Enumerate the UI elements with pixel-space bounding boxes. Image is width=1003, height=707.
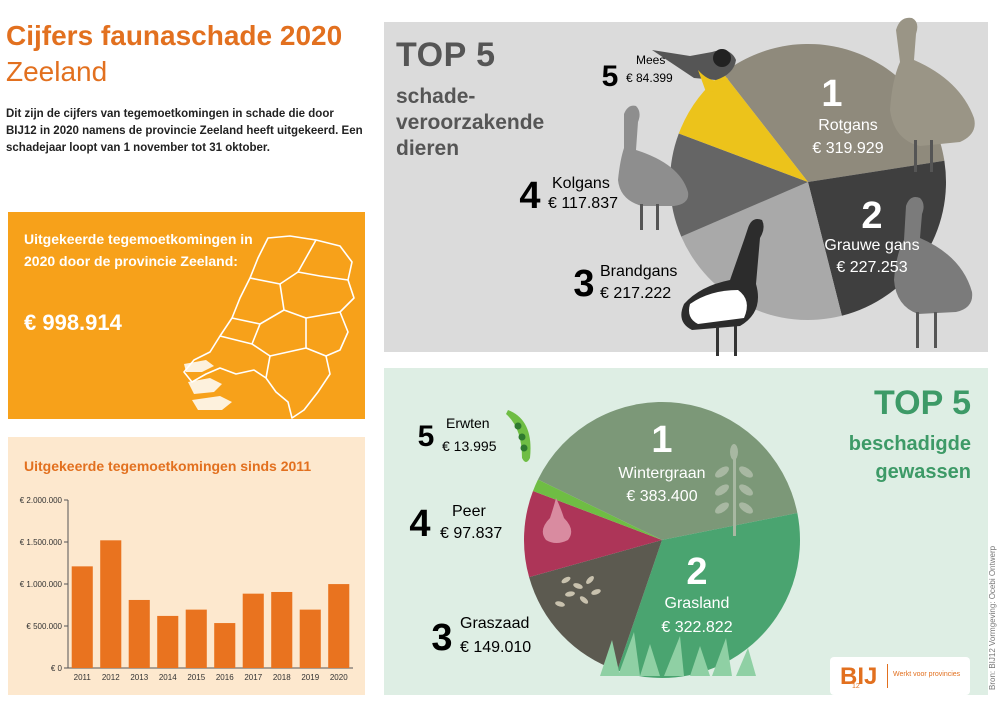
grasland-rank: 2 [686, 551, 707, 593]
brandgans-value: € 217.222 [600, 285, 671, 302]
x-tick-label: 2019 [301, 673, 319, 682]
graszaad-value: € 149.010 [460, 639, 531, 656]
erwten-rank: 5 [418, 420, 435, 453]
bar-2013 [128, 599, 150, 668]
bar-2011 [71, 566, 93, 668]
x-tick-label: 2020 [330, 673, 348, 682]
peer-rank: 4 [409, 503, 430, 545]
region-title: Zeeland [6, 56, 108, 87]
bar-2018 [271, 591, 293, 668]
goose-whitefronted-icon [618, 105, 689, 230]
total-amount-panel [8, 212, 365, 419]
history-bar-chart: € 0 € 500.000 € 1.000.000 € 1.500.000 € 2.00… [20, 496, 353, 682]
pie-slice-kolgans [669, 133, 808, 237]
bar-2014 [157, 615, 179, 668]
wintergraan-rank: 1 [651, 419, 672, 461]
wintergraan-value: € 383.400 [626, 488, 697, 505]
logo-sub: 12 [852, 683, 860, 690]
pie-slice-wintergraan [537, 402, 798, 540]
crops-top-heading: TOP 5 [873, 384, 971, 422]
kolgans-value: € 117.837 [548, 195, 618, 212]
kolgans-rank: 4 [519, 175, 540, 217]
x-tick-label: 2013 [130, 673, 148, 682]
total-amount-label: Uitgekeerde tegemoetkomingen in 2020 doo… [24, 231, 253, 269]
rotgans-rank: 1 [821, 73, 842, 115]
mees-value: € 84.399 [626, 71, 673, 85]
page-title: Cijfers faunaschade 2020 [6, 20, 343, 51]
crops-subtitle: beschadigde gewassen [848, 433, 971, 483]
bar-2019 [299, 609, 321, 668]
y-tick-label: € 1.500.000 [20, 538, 63, 547]
pea-pod-icon [506, 410, 531, 462]
brandgans-rank: 3 [573, 263, 594, 305]
pie-slice-erwten [532, 479, 662, 540]
grauwe-gans-value: € 227.253 [836, 259, 907, 276]
erwten-name: Erwten [446, 415, 490, 431]
x-tick-label: 2012 [102, 673, 120, 682]
grasland-value: € 322.822 [661, 619, 732, 636]
goose-barnacle-icon [681, 219, 764, 356]
animals-pie-chart [669, 43, 947, 320]
source-credit: Bron: BIJ12 Vormgeving: Ocebi Ontwerp [988, 545, 997, 690]
graszaad-rank: 3 [431, 617, 452, 659]
pie-slice-rotgans [723, 43, 945, 182]
wheat-icon [715, 444, 753, 536]
mees-rank: 5 [602, 60, 619, 93]
goose-greylag-icon [894, 197, 973, 348]
tit-bird-icon [652, 49, 736, 92]
grasland-name: Grasland [665, 595, 730, 612]
x-tick-label: 2015 [187, 673, 205, 682]
pie-slice-graszaad [529, 540, 662, 671]
x-tick-label: 2016 [216, 673, 234, 682]
crops-pie-chart [524, 402, 800, 678]
logo-tagline: Werkt voor provincies [893, 671, 961, 678]
total-amount-value: € 998.914 [24, 310, 122, 335]
intro-text: Dit zijn de cijfers van tegemoetkomingen… [6, 108, 363, 154]
rotgans-name: Rotgans [818, 117, 878, 134]
x-tick-label: 2017 [244, 673, 262, 682]
y-tick-label: € 2.000.000 [20, 496, 63, 505]
goose-grey-icon [890, 17, 975, 172]
y-tick-label: € 0 [51, 664, 63, 673]
animals-top-heading: TOP 5 [396, 36, 496, 74]
logo-divider [887, 664, 888, 688]
pie-slice-mees [678, 73, 808, 182]
y-tick-label: € 1.000.000 [20, 580, 63, 589]
logo-mark: BIJ [840, 663, 878, 690]
bar-2016 [214, 623, 236, 668]
x-tick-label: 2018 [273, 673, 291, 682]
x-tick-label: 2014 [159, 673, 177, 682]
grauwe-gans-rank: 2 [861, 195, 882, 237]
brandgans-name: Brandgans [600, 263, 677, 280]
bij12-logo [830, 657, 970, 695]
history-chart-title: Uitgekeerde tegemoetkomingen sinds 2011 [24, 458, 312, 474]
bar-2015 [185, 609, 207, 668]
y-tick-label: € 500.000 [26, 622, 62, 631]
peer-value: € 97.837 [440, 525, 502, 542]
pie-slice-grasland [617, 513, 800, 678]
peer-name: Peer [452, 503, 486, 520]
mees-name: Mees [636, 53, 665, 67]
animals-subtitle: schade-veroorzakende dieren [396, 85, 545, 160]
netherlands-map-icon [183, 235, 355, 419]
pear-icon [542, 498, 572, 543]
bar-2020 [328, 584, 350, 668]
wintergraan-name: Wintergraan [618, 465, 705, 482]
grauwe-gans-name: Grauwe gans [824, 237, 919, 254]
erwten-value: € 13.995 [442, 438, 497, 454]
rotgans-value: € 319.929 [812, 140, 883, 157]
kolgans-name: Kolgans [552, 175, 610, 192]
grass-blades-icon [600, 632, 756, 676]
graszaad-name: Graszaad [460, 615, 529, 632]
x-tick-label: 2011 [74, 673, 92, 682]
grass-seed-icon [555, 576, 601, 607]
bar-2012 [100, 540, 122, 668]
bar-2017 [242, 593, 264, 668]
